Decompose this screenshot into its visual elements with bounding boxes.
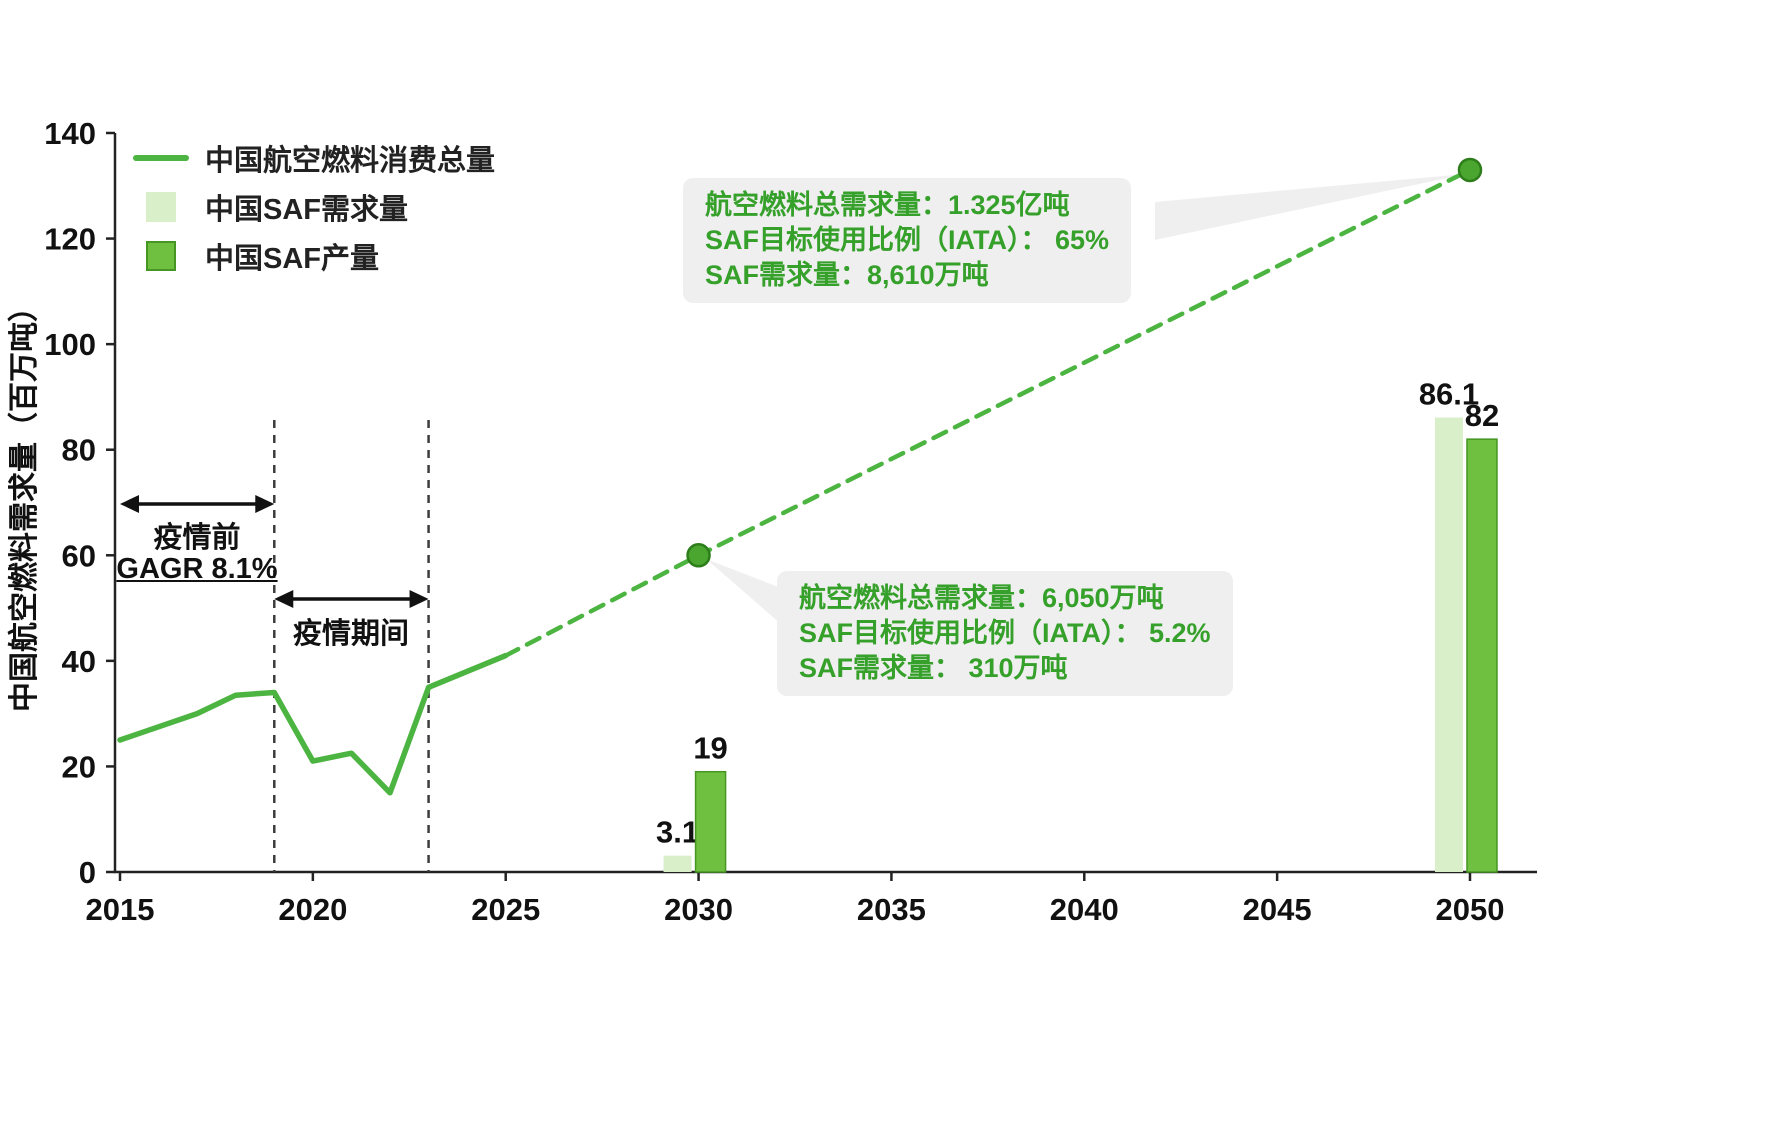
legend-label-saf-demand: 中国SAF需求量	[205, 194, 409, 226]
y-tick-label: 140	[44, 116, 96, 151]
pre-covid-cagr-label: GAGR 8.1%	[116, 553, 278, 585]
line-marker	[686, 543, 711, 568]
saf-demand-bar	[663, 855, 692, 872]
x-tick-label: 2020	[278, 892, 347, 927]
legend-swatch-column	[133, 241, 189, 271]
x-tick-label: 2040	[1050, 892, 1119, 927]
x-tick-label: 2015	[86, 892, 155, 927]
line-marker	[1457, 157, 1483, 183]
legend-swatch-column	[133, 192, 189, 222]
x-tick-label: 2035	[857, 892, 926, 927]
legend: 中国航空燃料消费总量 中国SAF需求量 中国SAF产量	[133, 140, 496, 275]
covid-arrow-head-icon	[274, 590, 294, 608]
x-tick-label: 2025	[471, 892, 540, 927]
callout-tail-2050	[1155, 173, 1466, 240]
callout-tail-2030	[706, 559, 781, 624]
legend-item-consumption: 中国航空燃料消费总量	[133, 140, 496, 177]
saf-production-bar	[694, 770, 727, 873]
bar-value-label: 86.1	[1419, 377, 1479, 412]
callout-2030-line-3: SAF需求量： 310万吨	[799, 653, 1068, 683]
y-tick-label: 0	[79, 855, 96, 890]
y-tick-label: 100	[44, 327, 96, 362]
y-tick-label: 40	[62, 644, 96, 679]
y-tick-label: 80	[62, 433, 96, 468]
y-axis-title: 中国航空燃料需求量（百万吨）	[7, 292, 41, 712]
covid-arrow-head-icon	[409, 590, 429, 608]
saf-demand-bar	[1434, 417, 1463, 872]
legend-swatch-column	[133, 155, 189, 161]
consumption-line-solid	[117, 652, 509, 796]
legend-item-saf-demand: 中国SAF需求量	[133, 189, 495, 226]
x-tick-label: 2045	[1243, 892, 1312, 927]
light-bar-swatch-icon	[146, 192, 176, 222]
pre-covid-arrow-head-icon	[255, 495, 275, 513]
callout-2030: 航空燃料总需求量：6,050万吨 SAF目标使用比例（IATA）： 5.2% S…	[777, 571, 1233, 696]
y-tick-label: 120	[44, 222, 96, 257]
callout-2030-line-2: SAF目标使用比例（IATA）： 5.2%	[799, 618, 1211, 648]
callout-2050-line-1: 航空燃料总需求量：1.325亿吨	[705, 190, 1070, 220]
covid-period-label: 疫情期间	[292, 618, 409, 650]
x-tick-label: 2050	[1436, 892, 1505, 927]
x-tick-label: 2030	[664, 892, 733, 927]
callout-2030-line-1: 航空燃料总需求量：6,050万吨	[799, 583, 1164, 613]
callout-2050-line-2: SAF目标使用比例（IATA）： 65%	[705, 225, 1110, 255]
legend-label-consumption: 中国航空燃料消费总量	[205, 145, 496, 177]
bar-value-label: 19	[693, 731, 727, 766]
callout-2050: 航空燃料总需求量：1.325亿吨 SAF目标使用比例（IATA）： 65% SA…	[683, 178, 1132, 303]
legend-item-saf-production: 中国SAF产量	[133, 238, 495, 275]
pre-covid-label: 疫情前	[153, 522, 241, 554]
saf-production-bar	[1466, 438, 1498, 873]
legend-label-saf-production: 中国SAF产量	[205, 243, 380, 275]
bar-value-label: 3.1	[656, 815, 699, 850]
pre-covid-arrow-head-icon	[120, 495, 139, 513]
y-tick-label: 20	[62, 749, 96, 784]
bar-value-label: 82	[1465, 398, 1499, 433]
dark-bar-swatch-icon	[146, 241, 176, 271]
y-tick-label: 60	[62, 538, 96, 573]
callout-2050-line-3: SAF需求量：8,610万吨	[705, 260, 989, 290]
line-swatch-icon	[133, 155, 189, 161]
